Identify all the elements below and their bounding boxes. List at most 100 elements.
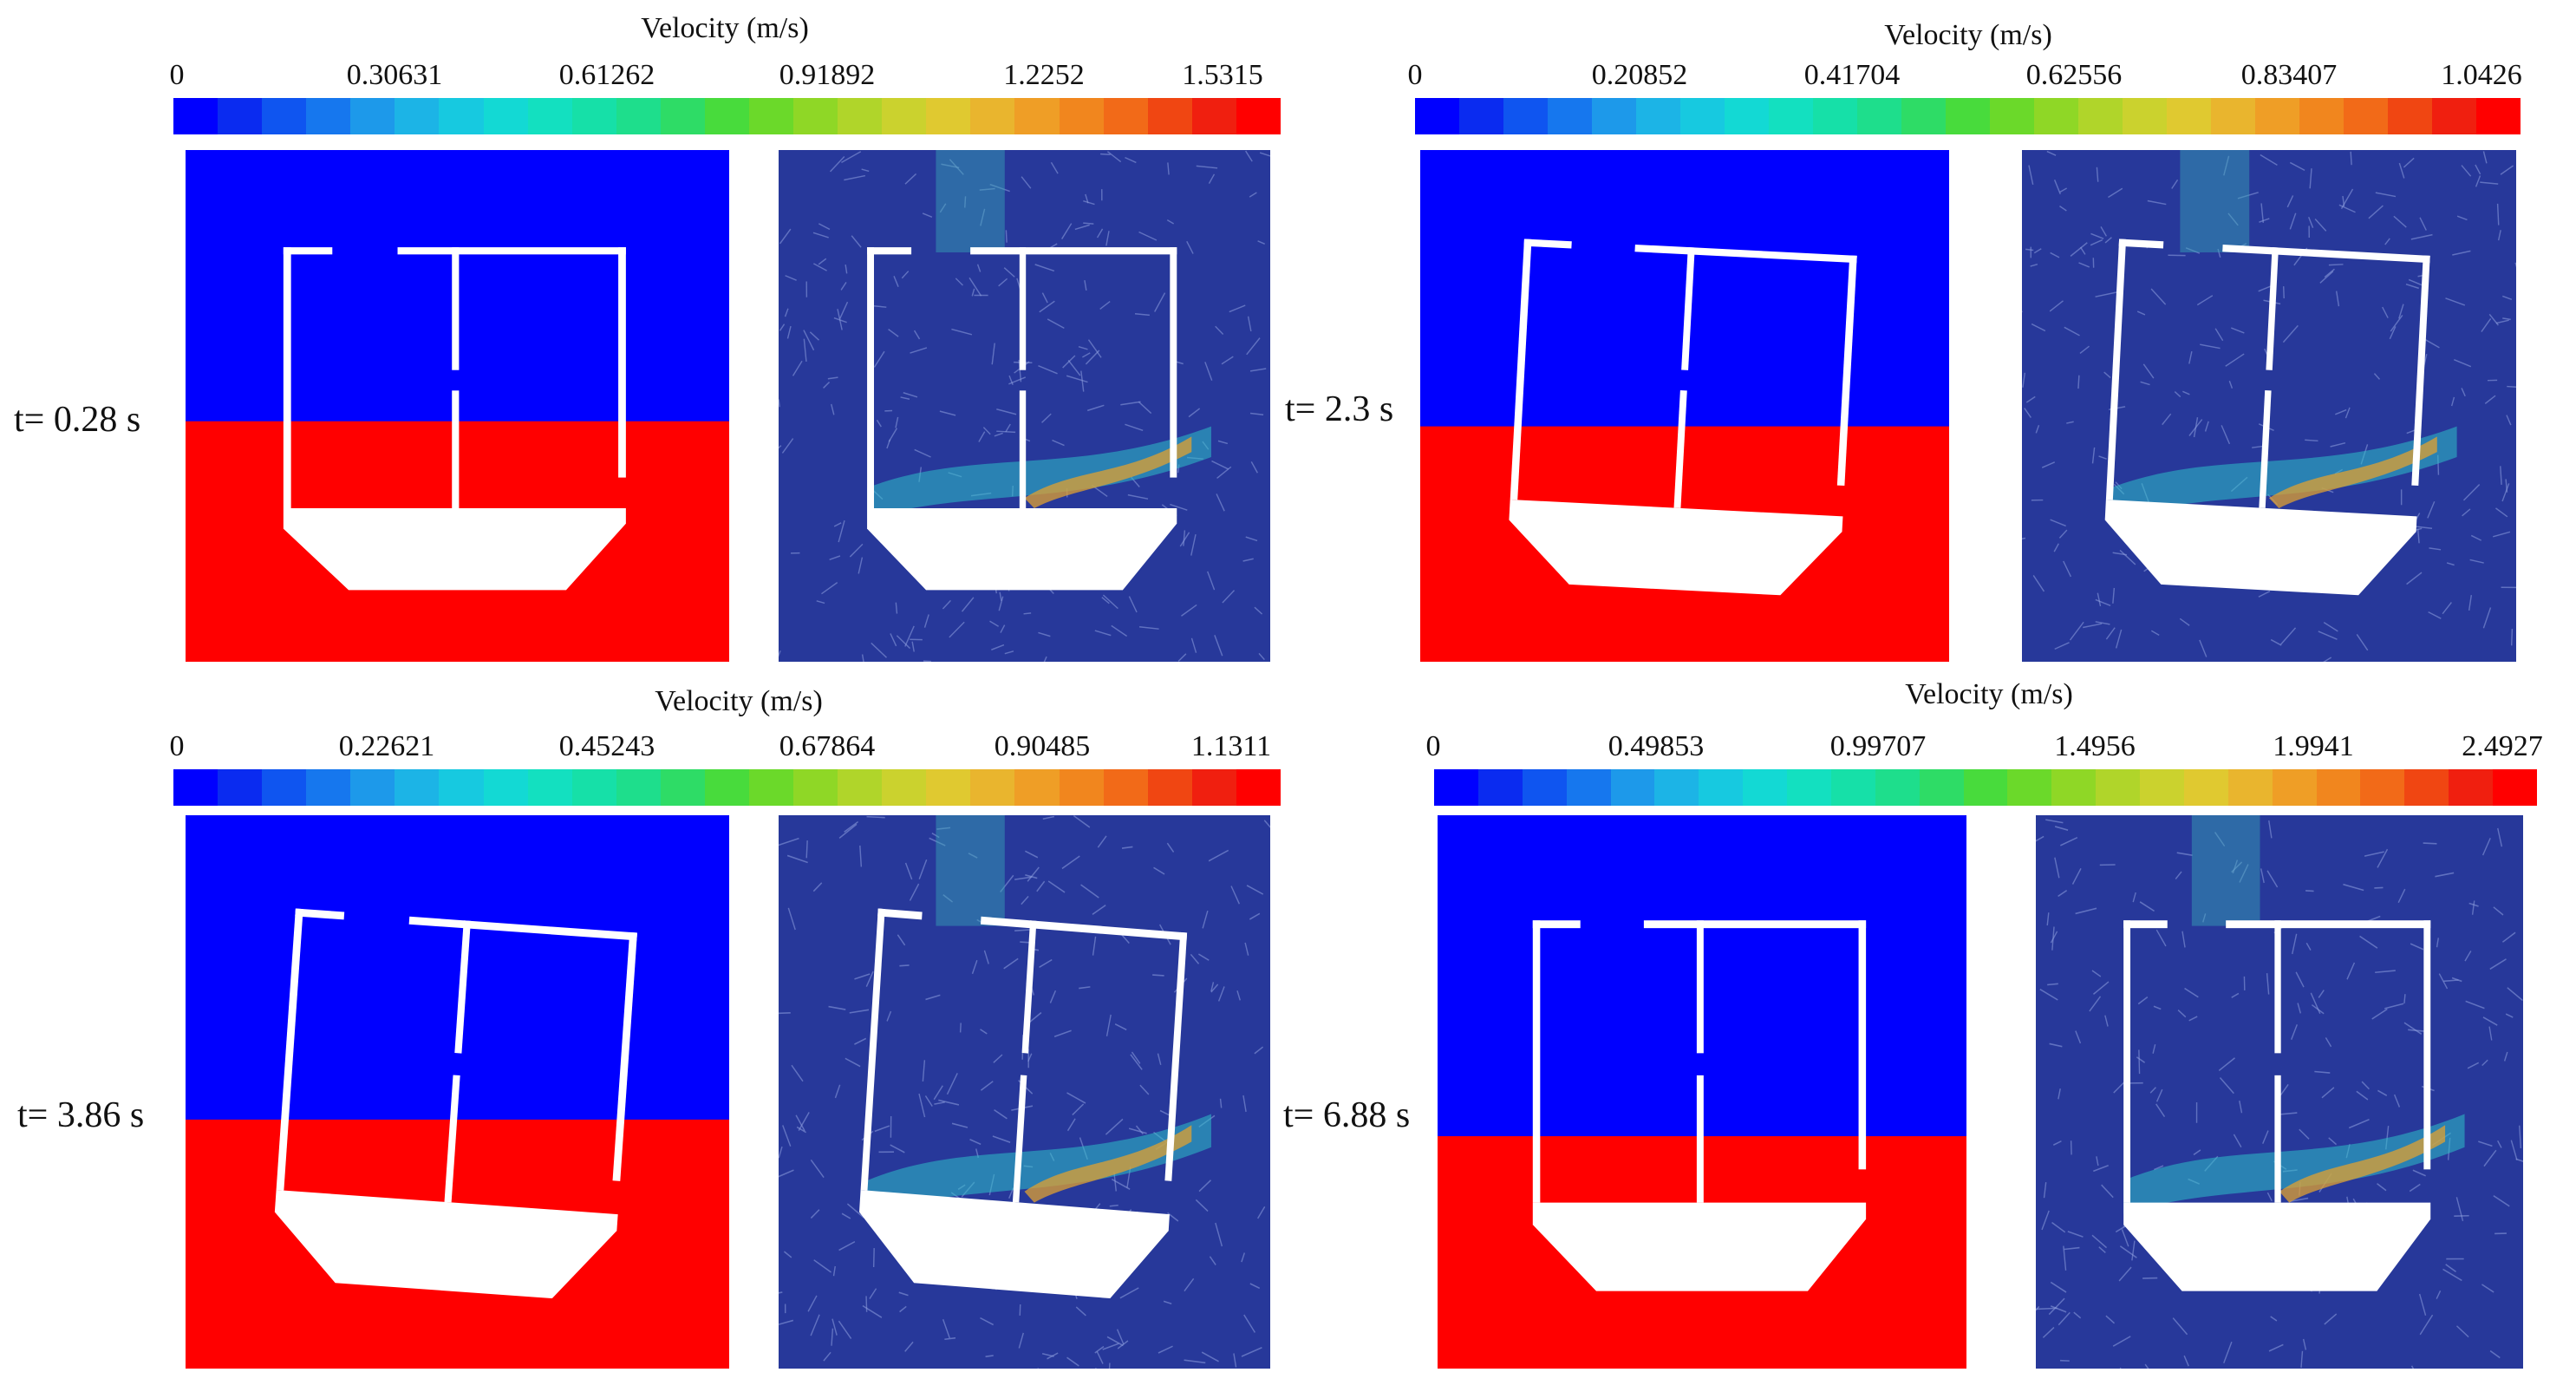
streamline — [1242, 558, 1254, 562]
streamline — [1131, 1051, 1141, 1064]
streamline — [1000, 874, 1014, 893]
flow-field-svg — [2036, 815, 2523, 1369]
streamline — [1167, 162, 1170, 175]
colorbar-segment — [483, 98, 528, 134]
streamline — [2510, 1140, 2518, 1160]
streamline — [2185, 247, 2201, 254]
streamline — [2505, 479, 2508, 493]
streamline — [2058, 889, 2068, 898]
streamline — [1052, 439, 1065, 447]
streamline — [2266, 973, 2270, 995]
colorbar-segment — [439, 769, 484, 806]
streamline — [2314, 219, 2327, 232]
streamline — [859, 845, 863, 867]
streamline — [2515, 1158, 2523, 1162]
streamline — [2200, 343, 2221, 350]
colorbar-segment — [704, 769, 750, 806]
streamline — [861, 654, 864, 662]
streamline — [991, 644, 1005, 650]
time-label: t= 6.88 s — [1283, 1095, 1411, 1135]
streamline — [1105, 1118, 1124, 1135]
streamline — [2368, 205, 2384, 219]
colorbar-segment — [2167, 98, 2211, 134]
streamline — [980, 1081, 994, 1091]
streamline — [865, 1296, 868, 1312]
streamline — [865, 970, 874, 987]
streamline — [1250, 461, 1258, 474]
streamline — [792, 360, 803, 376]
streamline — [2410, 233, 2433, 240]
streamline — [2406, 572, 2423, 585]
streamline — [2078, 262, 2090, 268]
streamline — [2181, 931, 2186, 948]
colorbar-segment — [395, 98, 440, 134]
streamline — [837, 309, 843, 330]
streamline — [1100, 153, 1111, 155]
streamline — [2446, 562, 2455, 566]
streamline — [1119, 1287, 1139, 1299]
streamline — [1208, 173, 1216, 185]
streamline — [786, 325, 792, 339]
streamline — [2344, 407, 2351, 419]
streamline — [1219, 1098, 1223, 1108]
colorbar-segment — [173, 98, 218, 134]
velocity-jet — [2123, 1114, 2465, 1214]
streamline — [2282, 324, 2299, 343]
hopper — [283, 508, 626, 591]
colorbar-segment — [1191, 98, 1236, 134]
streamline — [2445, 297, 2466, 306]
streamline — [2480, 181, 2499, 185]
streamline — [2319, 271, 2334, 284]
colorbar-segment — [2227, 769, 2273, 806]
streamline — [933, 1085, 943, 1101]
velocity-jet — [2110, 426, 2457, 519]
colorbar-tick: 1.0426 — [2441, 59, 2522, 91]
streamline — [2436, 938, 2439, 948]
streamline — [2324, 268, 2335, 278]
tank-structure — [283, 247, 626, 591]
streamline — [810, 1159, 825, 1179]
streamline — [1190, 637, 1197, 653]
streamline — [782, 1125, 792, 1147]
streamline — [810, 1209, 820, 1219]
streamline — [1222, 590, 1236, 604]
inflow-plume — [936, 815, 1005, 926]
streamline — [2090, 232, 2104, 239]
streamline — [2100, 225, 2108, 237]
high-velocity-core — [1024, 1125, 1192, 1203]
streamline — [829, 555, 841, 561]
streamline — [2188, 350, 2193, 364]
streamline — [2049, 300, 2064, 312]
streamline — [971, 959, 978, 975]
streamline — [904, 625, 915, 647]
colorbar-segment — [1014, 769, 1060, 806]
streamline — [2412, 1169, 2426, 1177]
streamline — [2497, 230, 2501, 241]
hopper — [1532, 1202, 1867, 1291]
colorbar-tick: 0.61262 — [558, 59, 655, 91]
streamline — [871, 642, 887, 658]
streamline — [2346, 962, 2356, 980]
streamline — [2377, 1089, 2388, 1096]
streamline — [2175, 871, 2182, 880]
time-label: t= 2.3 s — [1285, 389, 1394, 429]
streamline — [2323, 657, 2332, 662]
hopper — [859, 1190, 1170, 1299]
streamline — [980, 1029, 988, 1035]
streamline — [942, 1318, 950, 1339]
streamline — [2484, 395, 2496, 404]
colorbar-segment — [749, 769, 794, 806]
streamline — [1121, 846, 1133, 849]
streamline — [1027, 866, 1040, 882]
colorbar-tick: 0.49853 — [1608, 730, 1705, 762]
streamline — [2112, 1336, 2131, 1347]
streamline — [2502, 931, 2516, 943]
tank-structure — [2104, 239, 2430, 596]
streamline — [1092, 936, 1097, 956]
streamline — [1096, 1350, 1104, 1364]
hopper — [274, 1190, 618, 1299]
streamline — [1249, 368, 1267, 372]
streamline — [781, 438, 794, 454]
streamline — [2048, 1297, 2065, 1316]
streamline — [1241, 1346, 1262, 1357]
